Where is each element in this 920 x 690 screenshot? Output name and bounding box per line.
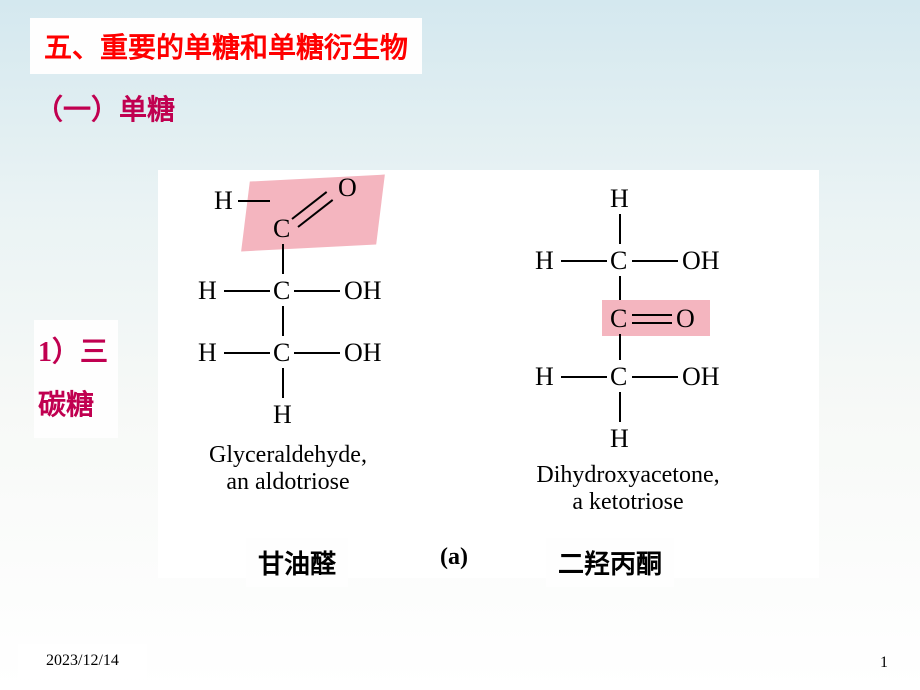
bond [619,276,621,302]
atom-h: H [610,424,629,454]
bond [224,290,270,292]
bond [238,200,270,202]
eng-line1: Dihydroxyacetone, [536,462,719,488]
atom-h: H [610,184,629,214]
chemical-figure: H O C H C OH H C OH H Glyceraldehyde, an… [158,170,819,578]
atom-oh: OH [344,338,382,368]
atom-h: H [535,246,554,276]
bond [561,260,607,262]
bond [619,214,621,244]
atom-o: O [676,304,695,334]
atom-h: H [273,400,292,430]
footer-date: 2023/12/14 [18,644,147,678]
atom-c: C [273,214,290,244]
footer-page-number: 1 [880,654,888,672]
bond [282,244,284,274]
sidelabel-line1: 1）三 [38,337,108,368]
atom-h: H [214,186,233,216]
bond-double [632,314,672,316]
bond [619,392,621,422]
bond [282,306,284,336]
eng-line2: a ketotriose [572,489,683,515]
ch-label-2: 二羟丙酮 [546,538,674,587]
atom-c: C [610,362,627,392]
eng-line2: an aldotriose [226,469,349,495]
bond [632,376,678,378]
bond [282,368,284,398]
bond [224,352,270,354]
eng-label-2: Dihydroxyacetone, a ketotriose [498,462,758,516]
atom-oh: OH [682,362,720,392]
atom-c: C [273,276,290,306]
figure-label-a: (a) [440,544,468,571]
bond [294,352,340,354]
bond [294,290,340,292]
bond-double [632,322,672,324]
atom-c: C [610,304,627,334]
atom-h: H [198,276,217,306]
eng-line1: Glyceraldehyde, [209,442,367,468]
atom-h: H [535,362,554,392]
atom-oh: OH [682,246,720,276]
atom-c: C [273,338,290,368]
bond [632,260,678,262]
atom-c: C [610,246,627,276]
subsection-title: （一）单糖 [35,88,175,128]
bond [619,334,621,360]
bond [561,376,607,378]
atom-h: H [198,338,217,368]
ch-label-1: 甘油醛 [246,538,348,587]
eng-label-1: Glyceraldehyde, an aldotriose [158,442,418,496]
item-label: 1）三 碳糖 [34,320,118,438]
sidelabel-line2: 碳糖 [38,390,94,421]
atom-oh: OH [344,276,382,306]
atom-o: O [338,173,357,203]
section-title: 五、重要的单糖和单糖衍生物 [30,18,422,74]
